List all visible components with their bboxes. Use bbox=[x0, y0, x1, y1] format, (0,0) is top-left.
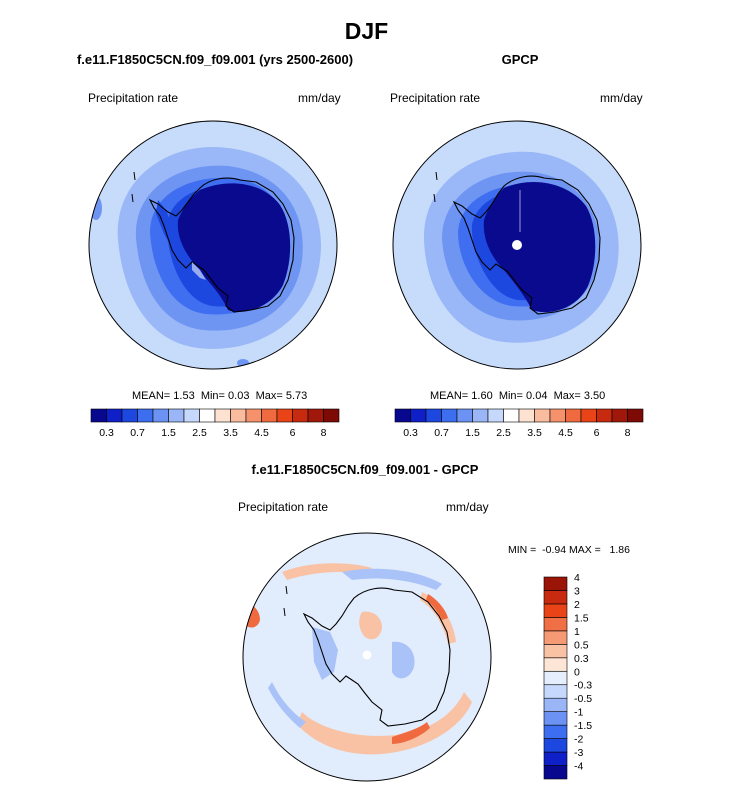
panel1-colorbar-swatch bbox=[307, 408, 324, 423]
panel2-polar-map bbox=[392, 120, 642, 370]
panel3-variable: Precipitation rate bbox=[238, 500, 329, 514]
panel2-colorbar-tick-label: 1.5 bbox=[465, 427, 480, 439]
panel3-colorbar-tick-label: 0.3 bbox=[574, 653, 589, 665]
panel1-colorbar-swatch bbox=[214, 408, 231, 423]
panel2-colorbar-swatch bbox=[627, 408, 644, 423]
panel3-colorbar-swatch bbox=[543, 684, 568, 699]
panel1-title: f.e11.F1850C5CN.f09_f09.001 (yrs 2500-26… bbox=[76, 52, 354, 67]
panel1-colorbar-swatch bbox=[261, 408, 278, 423]
panel3-colorbar: -4 -3-2 -1.5-1 -0.5-0.3 00.3 0.51 1.52 34 bbox=[543, 572, 592, 780]
panel2-units: mm/day bbox=[600, 91, 643, 105]
panel2-colorbar: 0.3 0.7 1.5 2.5 3.5 4.5 6 8 bbox=[394, 408, 644, 439]
panel1-colorbar-tick-label: 0.3 bbox=[99, 427, 114, 439]
panel2-colorbar-swatch bbox=[611, 408, 628, 423]
panel2-colorbar-tick-label: 4.5 bbox=[558, 427, 573, 439]
panel1-colorbar-swatch bbox=[245, 408, 262, 423]
panel1-colorbar-swatch bbox=[183, 408, 200, 423]
panel3-colorbar-swatch bbox=[543, 617, 568, 632]
panel2-stats: MEAN= 1.60 Min= 0.04 Max= 3.50 bbox=[430, 390, 606, 402]
panel1-colorbar-swatch bbox=[230, 408, 247, 423]
panel3-colorbar-tick-label: -3 bbox=[574, 747, 583, 759]
panel1-colorbar-swatch bbox=[276, 408, 293, 423]
panel2-colorbar-swatch bbox=[565, 408, 582, 423]
panel2-colorbar-swatch bbox=[596, 408, 613, 423]
panel3-colorbar-tick-label: -0.5 bbox=[574, 693, 592, 705]
panel3-colorbar-tick-label: -4 bbox=[574, 761, 583, 773]
panel1-colorbar-tick-label: 0.7 bbox=[130, 427, 145, 439]
panel3-minmax: MIN = -0.94 MAX = 1.86 bbox=[508, 544, 630, 556]
panel2-colorbar-swatch bbox=[472, 408, 489, 423]
panel1-colorbar-tick-label: 4.5 bbox=[254, 427, 269, 439]
panel1-colorbar-swatch bbox=[199, 408, 216, 423]
panel3-colorbar-swatch bbox=[543, 630, 568, 645]
panel2-colorbar-swatch bbox=[580, 408, 597, 423]
panel3-colorbar-tick-label: -1 bbox=[574, 707, 583, 719]
panel1-colorbar-swatch bbox=[323, 408, 340, 423]
panel2-colorbar-swatch bbox=[549, 408, 566, 423]
panel2-colorbar-swatch bbox=[441, 408, 458, 423]
panel1-colorbar-tick-label: 6 bbox=[290, 427, 296, 439]
panel2-colorbar-tick-label: 0.7 bbox=[434, 427, 449, 439]
panel3-colorbar-swatch bbox=[543, 644, 568, 659]
panel1-colorbar-tick-label: 1.5 bbox=[161, 427, 176, 439]
panel1-colorbar-tick-label: 3.5 bbox=[223, 427, 238, 439]
panel1-variable: Precipitation rate bbox=[88, 91, 179, 105]
panel3-colorbar-tick-label: -0.3 bbox=[574, 680, 592, 692]
panel2-title: GPCP bbox=[501, 52, 539, 67]
panel2-colorbar-swatch bbox=[425, 408, 442, 423]
panel3-colorbar-swatch bbox=[543, 738, 568, 753]
figure-title: DJF bbox=[344, 18, 389, 44]
panel3-colorbar-swatch bbox=[543, 765, 568, 780]
panel1-colorbar-swatch bbox=[90, 408, 107, 423]
panel3-colorbar-swatch bbox=[543, 711, 568, 726]
panel1-colorbar-tick-label: 2.5 bbox=[192, 427, 207, 439]
panel3-colorbar-swatch bbox=[543, 657, 568, 672]
panel3-colorbar-tick-label: 0.5 bbox=[574, 639, 589, 651]
panel3-colorbar-tick-label: 1 bbox=[574, 626, 580, 638]
panel1-colorbar-tick-label: 8 bbox=[321, 427, 327, 439]
panel3-colorbar-swatch bbox=[543, 576, 568, 591]
panel2-colorbar-swatch bbox=[456, 408, 473, 423]
panel1-colorbar-swatch bbox=[152, 408, 169, 423]
panel2-variable: Precipitation rate bbox=[390, 91, 481, 105]
panel1-polar-map bbox=[88, 120, 338, 370]
panel2-colorbar-swatch bbox=[394, 408, 411, 423]
panel2-colorbar-swatch bbox=[410, 408, 427, 423]
panel3-colorbar-swatch bbox=[543, 697, 568, 712]
panel3-title: f.e11.F1850C5CN.f09_f09.001 - GPCP bbox=[251, 462, 479, 477]
panel1-colorbar-swatch bbox=[292, 408, 309, 423]
panel3-colorbar-tick-label: -1.5 bbox=[574, 720, 592, 732]
panel2-colorbar-swatch bbox=[534, 408, 551, 423]
panel3-colorbar-tick-label: 1.5 bbox=[574, 612, 589, 624]
panel3-colorbar-tick-label: 0 bbox=[574, 666, 580, 678]
panel3-colorbar-swatch bbox=[543, 590, 568, 605]
panel1-colorbar-swatch bbox=[137, 408, 154, 423]
panel3-units: mm/day bbox=[446, 500, 489, 514]
panel3-colorbar-tick-label: 4 bbox=[574, 572, 580, 584]
panel3-colorbar-swatch bbox=[543, 670, 568, 686]
panel2-colorbar-tick-label: 8 bbox=[625, 427, 631, 439]
panel3-colorbar-swatch bbox=[543, 603, 568, 618]
panel3-colorbar-tick-label: -2 bbox=[574, 734, 583, 746]
panel2-colorbar-swatch bbox=[518, 408, 535, 423]
panel2-colorbar-tick-label: 0.3 bbox=[403, 427, 418, 439]
panel3-colorbar-swatch bbox=[543, 724, 568, 739]
panel1-units: mm/day bbox=[298, 91, 341, 105]
panel2-colorbar-tick-label: 3.5 bbox=[527, 427, 542, 439]
panel2-colorbar-tick-label: 6 bbox=[594, 427, 600, 439]
panel1-colorbar: 0.3 0.7 1.5 2.5 3.5 4.5 6 8 bbox=[90, 408, 340, 439]
panel3-colorbar-tick-label: 3 bbox=[574, 585, 580, 597]
panel3-polar-map bbox=[242, 532, 492, 782]
panel1-colorbar-swatch bbox=[121, 408, 138, 423]
panel2-colorbar-tick-label: 2.5 bbox=[496, 427, 511, 439]
panel2-colorbar-swatch bbox=[503, 408, 520, 423]
panel1-colorbar-swatch bbox=[106, 408, 123, 423]
panel1-colorbar-swatch bbox=[168, 408, 185, 423]
panel3-colorbar-swatch bbox=[543, 751, 568, 766]
panel2-colorbar-swatch bbox=[487, 408, 504, 423]
panel1-stats: MEAN= 1.53 Min= 0.03 Max= 5.73 bbox=[132, 390, 308, 402]
panel3-colorbar-tick-label: 2 bbox=[574, 599, 580, 611]
